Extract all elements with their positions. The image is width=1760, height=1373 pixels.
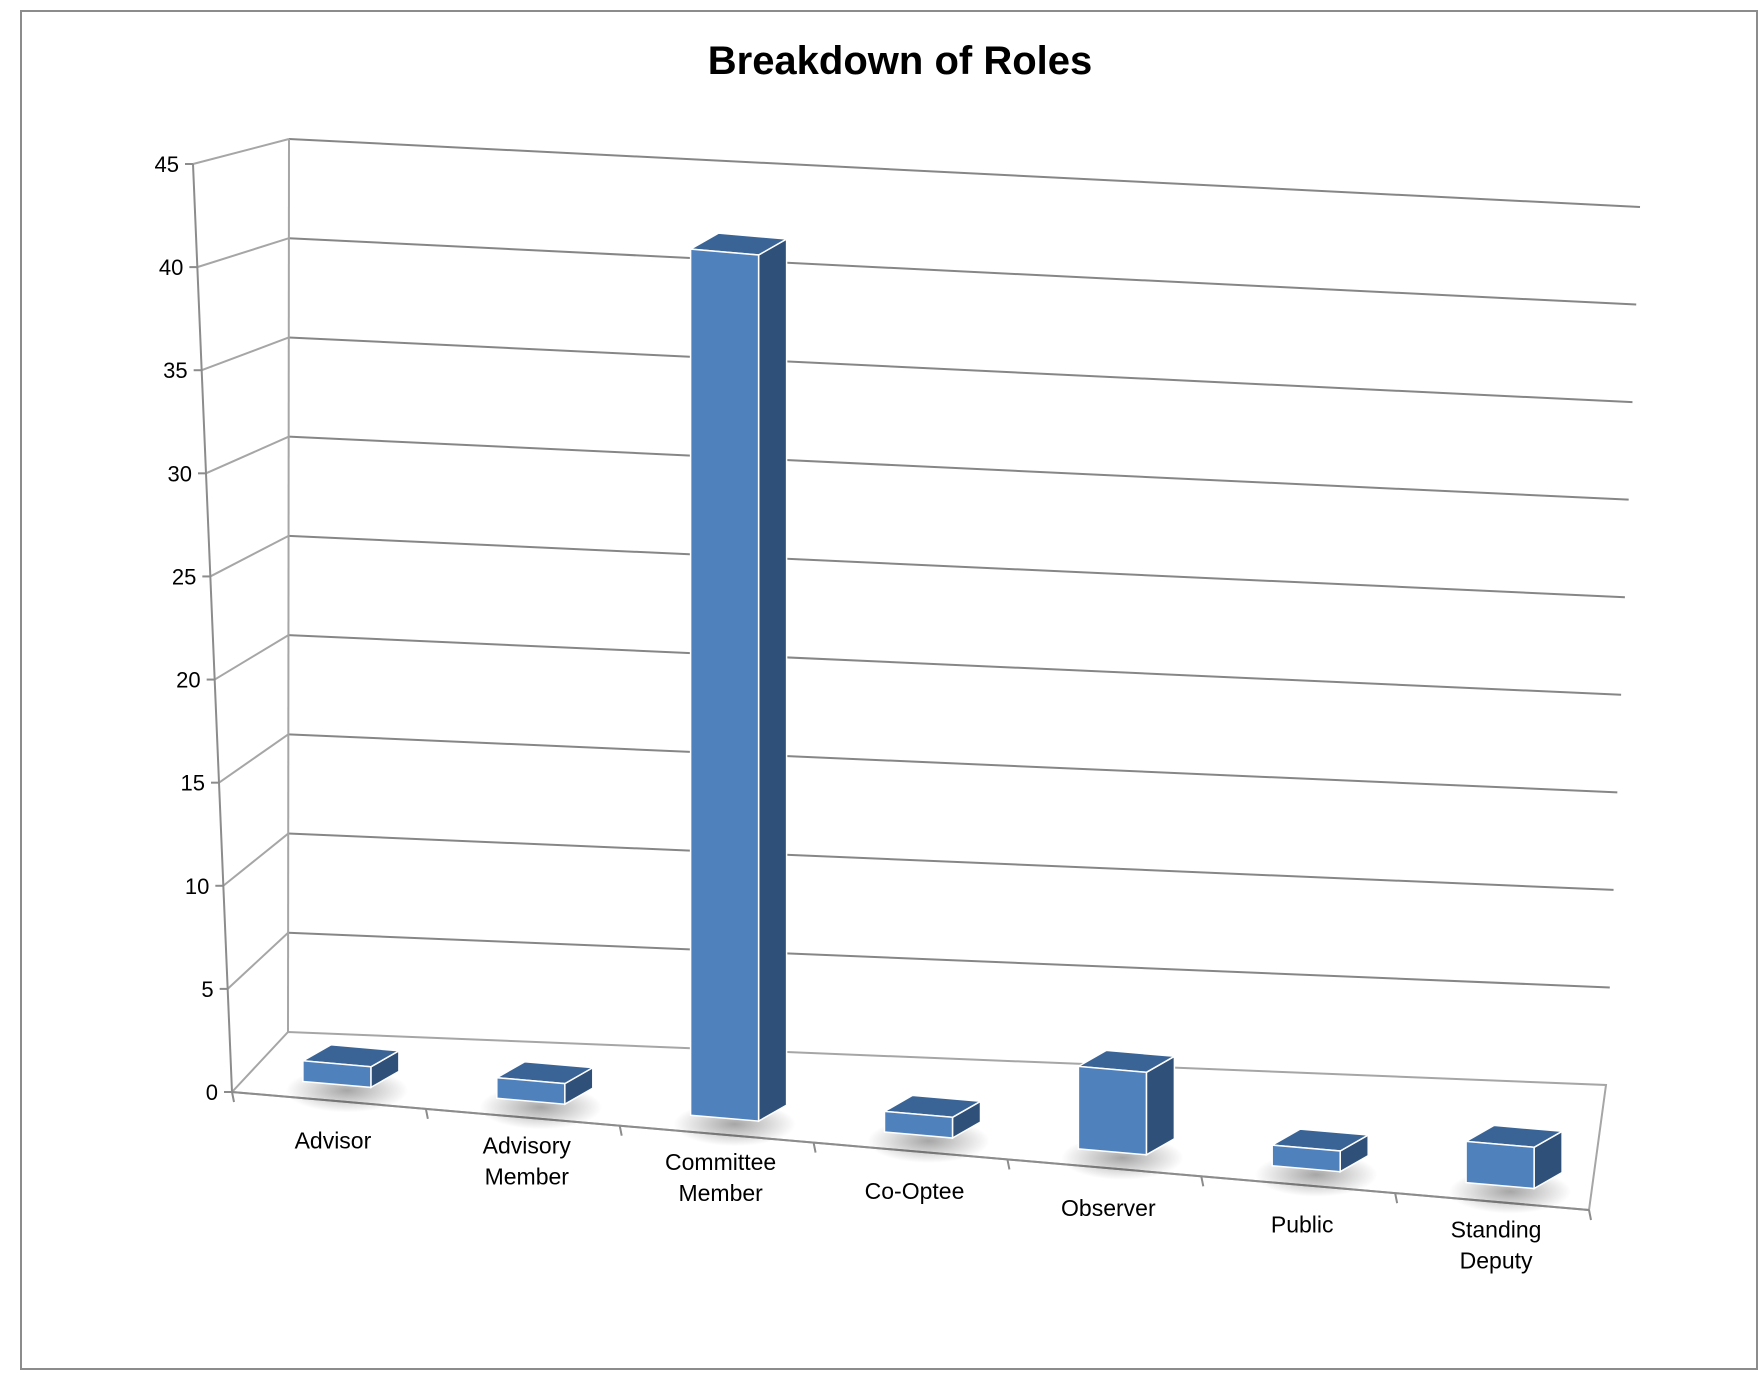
y-tick-label: 35 [163, 358, 187, 383]
y-tick-label: 15 [181, 771, 205, 796]
gridline [288, 237, 1637, 306]
bar-front [883, 1110, 954, 1139]
x-category-label: Committee [665, 1149, 776, 1175]
side-gridline [205, 435, 290, 475]
back-wall-edge [287, 138, 290, 1033]
x-category-label: Member [485, 1163, 570, 1189]
x-category-label: Advisor [295, 1127, 372, 1153]
x-category-label: Standing [1451, 1217, 1542, 1243]
side-gridline [197, 237, 290, 269]
bar-front [302, 1059, 372, 1089]
x-tick-mark [618, 1125, 623, 1136]
x-tick-mark [1006, 1159, 1011, 1170]
y-axis-line [192, 163, 233, 1093]
gridline [288, 832, 1614, 891]
x-axis-labels: Advisor Advisory Member Committee Member Co-O… [295, 1127, 1542, 1273]
bar-front [1271, 1144, 1341, 1173]
bar-front [496, 1076, 566, 1106]
gridline [288, 336, 1633, 404]
side-gridline [192, 138, 290, 165]
gridline [288, 435, 1629, 501]
y-tick-label: 0 [206, 1080, 218, 1105]
x-category-label: Observer [1061, 1195, 1156, 1221]
y-tick-label: 10 [185, 874, 209, 899]
x-category-label: Public [1271, 1212, 1334, 1238]
gridline [288, 733, 1618, 794]
bar-front [1077, 1065, 1148, 1156]
y-tick-label: 20 [176, 668, 200, 693]
bar-side [757, 237, 788, 1123]
bar-front [1465, 1140, 1535, 1190]
x-tick-mark [1394, 1192, 1399, 1204]
x-tick-mark [424, 1108, 429, 1120]
gridline [288, 931, 1610, 989]
side-gridline [209, 535, 290, 578]
x-tick-mark [1200, 1176, 1205, 1187]
bar-front [689, 248, 760, 1122]
x-category-label: Member [678, 1180, 763, 1206]
bars [285, 232, 1572, 1214]
y-tick-label: 45 [155, 152, 179, 177]
x-category-label: Deputy [1460, 1248, 1533, 1274]
gridlines [192, 138, 1641, 990]
chart-title: Breakdown of Roles [708, 39, 1093, 83]
x-category-label: Co-Optee [865, 1178, 965, 1204]
bar-side [1145, 1055, 1176, 1157]
x-tick-mark [812, 1142, 817, 1153]
gridline [288, 138, 1641, 208]
x-category-label: Advisory [483, 1132, 572, 1158]
y-tick-label: 30 [168, 461, 192, 486]
gridline [288, 534, 1625, 599]
x-tick-mark [1588, 1209, 1592, 1221]
side-gridline [222, 832, 289, 887]
side-gridline [218, 733, 289, 784]
side-gridline [214, 634, 289, 681]
side-gridline [226, 932, 289, 990]
y-axis-ticks: 0 5 10 15 20 25 30 35 40 45 [155, 152, 218, 1105]
y-tick-label: 40 [159, 255, 183, 280]
x-tick-mark [231, 1091, 235, 1103]
gridline [288, 634, 1622, 696]
side-gridline [201, 336, 290, 372]
y-tick-label: 25 [172, 564, 196, 589]
y-tick-label: 5 [201, 977, 213, 1002]
